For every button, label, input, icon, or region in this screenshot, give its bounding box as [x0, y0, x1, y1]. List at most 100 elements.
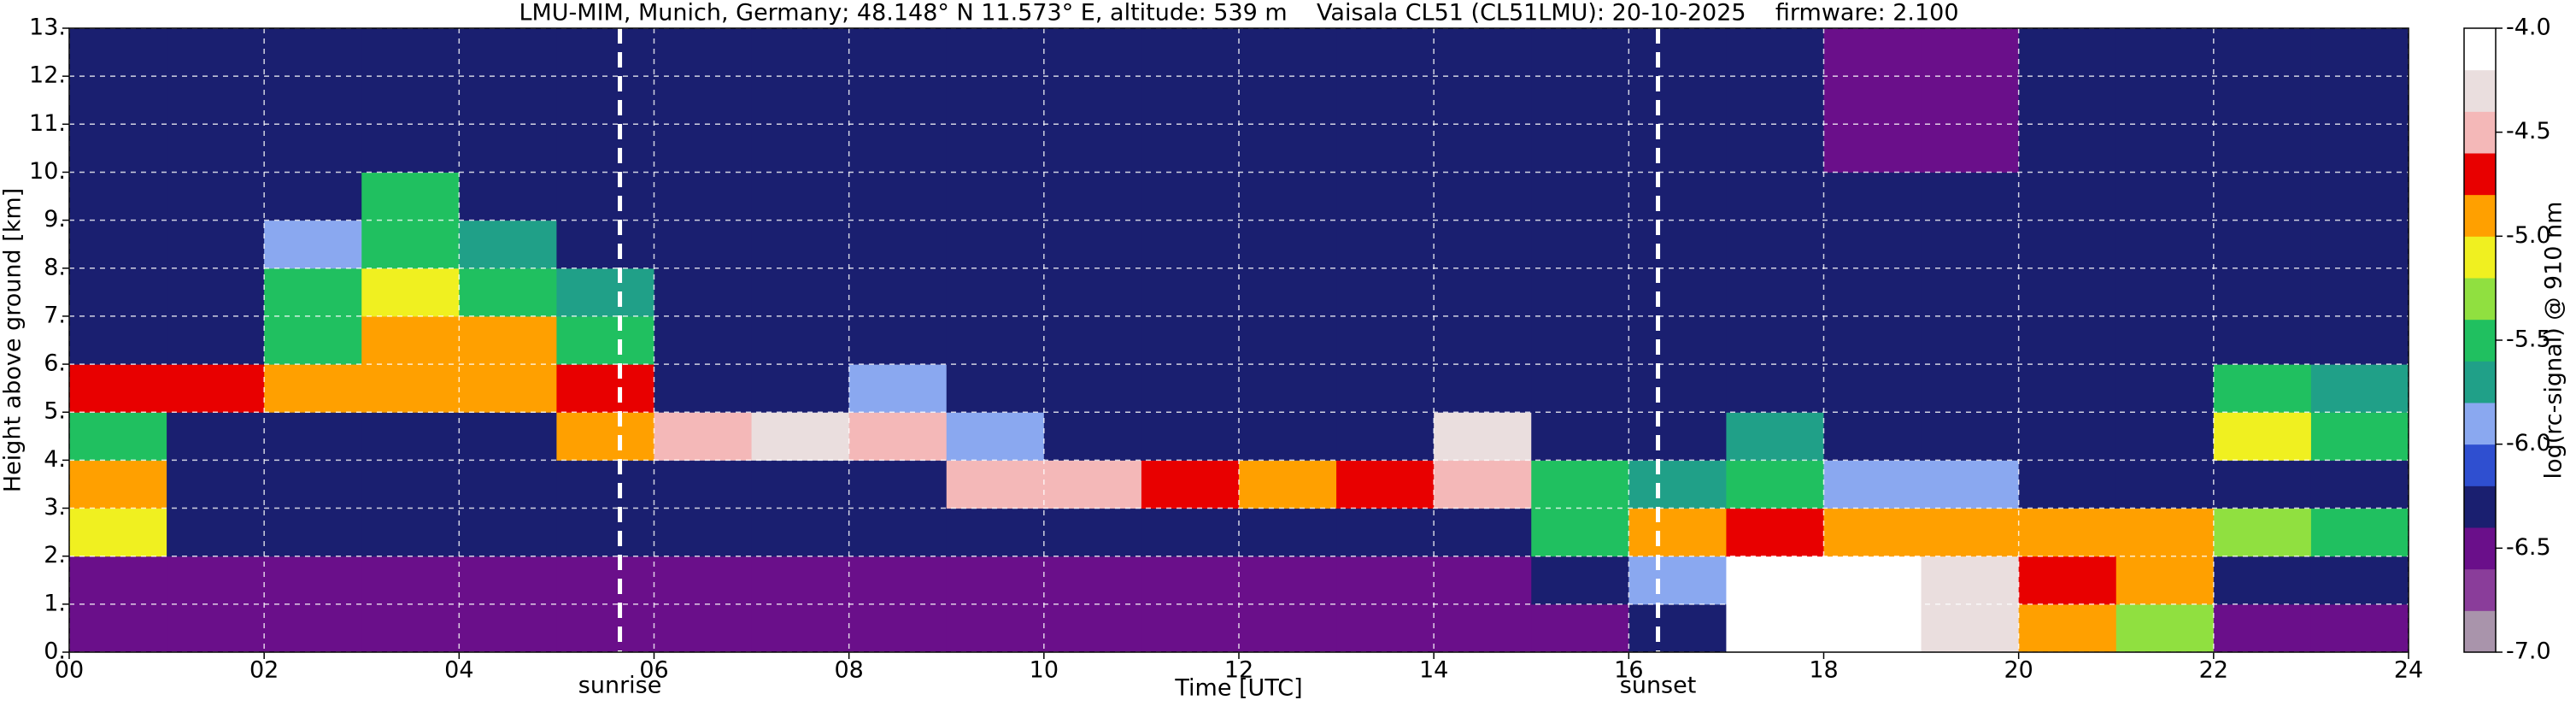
heatmap-cell [848, 460, 948, 509]
heatmap-cell [556, 315, 654, 365]
heatmap-cell [946, 603, 1045, 653]
heatmap-cell [1531, 28, 1629, 77]
heatmap-cell [2115, 556, 2215, 605]
heatmap-cell [1434, 268, 1532, 317]
heatmap-cell [1434, 460, 1532, 509]
heatmap-cell [1336, 508, 1435, 557]
x-tick-label: 24 [2394, 657, 2423, 684]
heatmap-cell [1239, 364, 1337, 413]
colorbar-tick-label: -4.0 [2506, 15, 2551, 41]
heatmap-cell [654, 268, 753, 317]
heatmap-cell [2115, 268, 2215, 317]
heatmap-cell [1043, 220, 1142, 269]
heatmap-cell [1531, 268, 1629, 317]
heatmap-cell [848, 124, 948, 173]
heatmap-cell [459, 460, 557, 509]
heatmap-cell [1726, 268, 1824, 317]
heatmap-cell [167, 412, 265, 461]
heatmap-cell [361, 268, 460, 317]
heatmap-cell [1726, 315, 1824, 365]
x-tick-label: 18 [1809, 657, 1838, 684]
heatmap-cell [459, 124, 557, 173]
heatmap-cell [1921, 172, 2020, 221]
heatmap-cell [1823, 268, 1922, 317]
heatmap-cell [69, 76, 167, 125]
heatmap-cell [69, 460, 167, 509]
heatmap-cell [264, 460, 362, 509]
heatmap-cell [459, 508, 557, 557]
heatmap-cell [2213, 220, 2312, 269]
heatmap-cell [1239, 460, 1337, 509]
heatmap-cell [2018, 268, 2117, 317]
y-tick-label: 9. [44, 206, 66, 232]
heatmap-cell [1043, 412, 1142, 461]
heatmap-cell [2115, 315, 2215, 365]
heatmap-cell [751, 220, 850, 269]
heatmap-cell [1628, 28, 1727, 77]
heatmap-cell [361, 364, 460, 413]
heatmap-cell [69, 508, 167, 557]
y-axis-label: Height above ground [km] [0, 188, 26, 492]
heatmap-cell [946, 268, 1045, 317]
heatmap-cell [1823, 220, 1922, 269]
heatmap-cell [361, 412, 460, 461]
heatmap-cell [1239, 76, 1337, 125]
heatmap-cell [556, 172, 654, 221]
colorbar-tick-label: -6.0 [2506, 430, 2551, 456]
heatmap-cell [1823, 76, 1922, 125]
x-tick-label: 06 [639, 657, 668, 684]
x-tick-label: 02 [249, 657, 279, 684]
colorbar-swatch [2464, 153, 2496, 196]
heatmap-cell [1726, 603, 1824, 653]
heatmap-cell [2213, 268, 2312, 317]
heatmap-cell [361, 28, 460, 77]
heatmap-cell [1823, 603, 1922, 653]
heatmap-cell [361, 172, 460, 221]
heatmap-cell [1921, 412, 2020, 461]
heatmap-cell [2018, 28, 2117, 77]
heatmap-cell [848, 364, 948, 413]
heatmap-cell [1726, 364, 1824, 413]
heatmap-cell [556, 220, 654, 269]
heatmap-cell [1043, 460, 1142, 509]
heatmap-cell [848, 268, 948, 317]
colorbar-swatch [2464, 69, 2496, 112]
heatmap-cell [1531, 220, 1629, 269]
colorbar-swatch [2464, 111, 2496, 154]
heatmap-cell [1921, 76, 2020, 125]
heatmap-cell [556, 508, 654, 557]
heatmap-cell [1141, 172, 1240, 221]
heatmap-cell [946, 28, 1045, 77]
heatmap-cell [1239, 412, 1337, 461]
heatmap-cell [167, 460, 265, 509]
heatmap-cell [1531, 508, 1629, 557]
heatmap-cell [1628, 603, 1727, 653]
heatmap-cell [1823, 172, 1922, 221]
heatmap-cell [2310, 603, 2409, 653]
heatmap-cell [1921, 268, 2020, 317]
heatmap-cell [946, 460, 1045, 509]
heatmap-cell [751, 315, 850, 365]
colorbar-swatch [2464, 278, 2496, 321]
y-tick-label: 2. [44, 542, 66, 568]
heatmap-cell [654, 603, 753, 653]
plot-frame [68, 27, 2409, 653]
heatmap-cell [654, 315, 753, 365]
heatmap-cell [946, 124, 1045, 173]
x-tick-label: 20 [2004, 657, 2033, 684]
heatmap-cell [751, 556, 850, 605]
heatmap-cell [361, 556, 460, 605]
heatmap-cell [167, 364, 265, 413]
y-tick-label: 3. [44, 494, 66, 521]
heatmap-cell [1141, 76, 1240, 125]
heatmap-cell [2310, 28, 2409, 77]
heatmap-cell [167, 603, 265, 653]
heatmap-cell [1239, 172, 1337, 221]
heatmap-cell [264, 603, 362, 653]
heatmap-cell [1043, 268, 1142, 317]
y-tick-label: 4. [44, 446, 66, 473]
heatmap-cell [2310, 364, 2409, 413]
heatmap-cell [2213, 508, 2312, 557]
heatmap-cell [1531, 172, 1629, 221]
